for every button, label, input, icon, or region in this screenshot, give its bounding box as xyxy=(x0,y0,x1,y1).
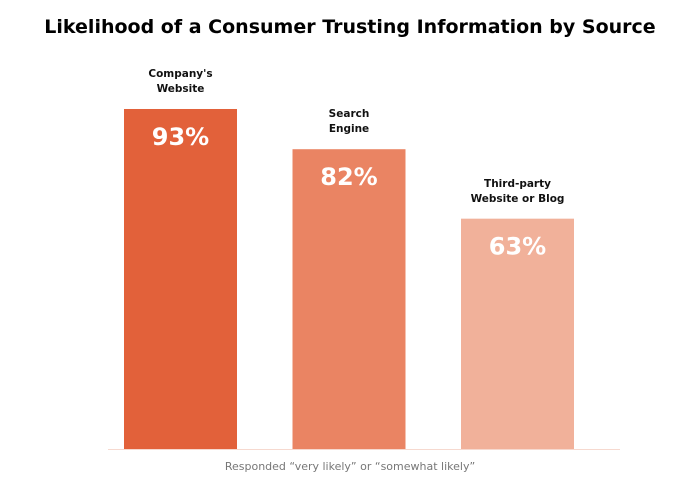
value-label: 82% xyxy=(320,163,377,191)
footnote: Responded “very likely” or “somewhat lik… xyxy=(224,460,476,473)
chart-title: Likelihood of a Consumer Trusting Inform… xyxy=(44,16,656,38)
category-label: Search Engine xyxy=(328,108,370,136)
value-label: 63% xyxy=(489,233,546,261)
bar xyxy=(461,218,574,449)
value-label: 93% xyxy=(152,123,209,151)
bar xyxy=(292,149,406,449)
bar xyxy=(124,108,237,449)
category-label: Company's Website xyxy=(148,67,213,95)
category-label: Third-party Website or Blog xyxy=(470,177,565,205)
